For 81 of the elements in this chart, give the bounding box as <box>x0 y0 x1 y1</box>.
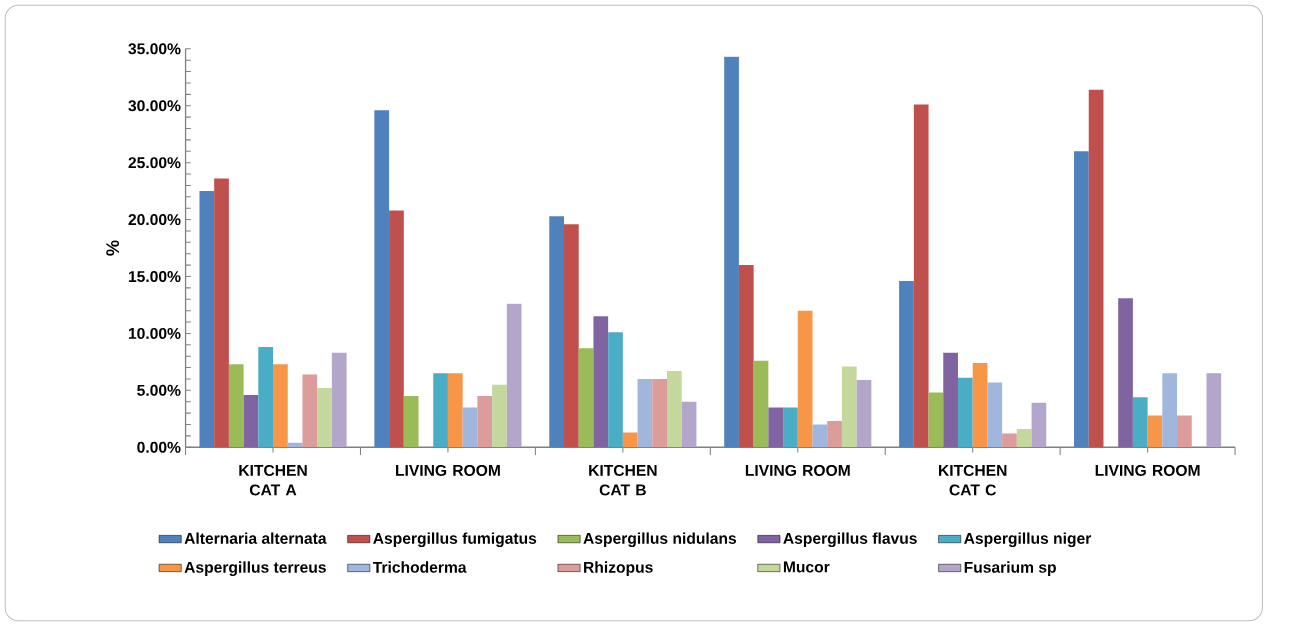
x-tick-label: KITCHEN CAT B <box>589 464 657 496</box>
legend-label: Aspergillus terreus <box>184 561 326 576</box>
bar <box>681 401 697 448</box>
bar <box>1118 298 1133 448</box>
bar <box>462 407 478 448</box>
y-tick-label: 15.00% <box>128 270 181 283</box>
bar <box>564 224 579 448</box>
bar <box>827 421 842 448</box>
bar <box>913 104 929 448</box>
bar <box>1002 433 1017 448</box>
bar <box>753 360 769 448</box>
bar <box>1132 397 1148 448</box>
y-tick-label: 30.00% <box>128 100 181 112</box>
bar <box>273 364 288 448</box>
bar <box>1074 151 1089 448</box>
y-tick-label: 0.00% <box>137 441 181 453</box>
bar <box>258 347 274 448</box>
bar <box>593 316 609 448</box>
y-tick-label: 25.00% <box>128 157 181 169</box>
bar <box>477 396 493 448</box>
bar <box>943 352 958 448</box>
bar <box>1031 402 1047 448</box>
bar <box>812 424 828 448</box>
bar <box>228 364 244 448</box>
y-tick-label: 5.00% <box>137 384 181 396</box>
legend-label: Aspergillus nidulans <box>583 532 737 548</box>
bar <box>1088 89 1104 448</box>
bar <box>1162 373 1178 448</box>
bar <box>783 407 798 448</box>
bar <box>841 366 857 448</box>
bar <box>987 382 1003 448</box>
x-tick-label: KITCHEN CAT C <box>939 464 1007 496</box>
bar <box>549 216 565 448</box>
bar <box>331 352 347 448</box>
bar <box>578 348 594 448</box>
bar <box>302 374 318 448</box>
bar <box>637 378 653 448</box>
bar <box>972 363 988 448</box>
bar <box>928 392 944 448</box>
bar <box>243 394 259 448</box>
bar <box>317 388 332 448</box>
bar <box>724 56 739 448</box>
bar <box>506 303 522 448</box>
bar <box>214 178 229 448</box>
legend-label: Trichoderma <box>372 561 467 573</box>
y-tick-label: 20.00% <box>128 214 181 226</box>
y-tick-label: 10.00% <box>128 327 181 339</box>
legend-label: Alternaria alternata <box>184 532 327 544</box>
bar <box>856 380 872 448</box>
bar <box>199 191 215 448</box>
bar <box>389 210 404 448</box>
bar <box>1147 415 1163 448</box>
bar <box>1206 373 1222 448</box>
legend-label: Aspergillus niger <box>964 532 1092 548</box>
bar <box>738 265 754 448</box>
bar <box>403 396 419 448</box>
bar <box>622 432 638 448</box>
legend-label: Fusarium sp <box>964 561 1056 576</box>
bar <box>797 310 813 448</box>
legend-label: Aspergillus flavus <box>783 532 917 548</box>
x-tick-label: LIVING ROOM <box>1095 464 1200 476</box>
y-tick-label: 35.00% <box>128 43 181 55</box>
bar <box>492 384 507 448</box>
x-tick-label: LIVING ROOM <box>745 464 850 476</box>
legend-label: Aspergillus fumigatus <box>373 532 537 548</box>
bar <box>652 378 667 448</box>
bar <box>899 281 914 448</box>
bar <box>433 373 448 448</box>
bar <box>667 370 682 448</box>
bar <box>1177 415 1192 448</box>
bar <box>1016 429 1032 448</box>
legend-label: Rhizopus <box>584 561 653 576</box>
bar <box>374 110 390 448</box>
y-axis-title: % <box>106 240 120 256</box>
bar <box>957 377 973 448</box>
x-tick-label: LIVING ROOM <box>396 464 500 476</box>
x-tick-label: KITCHEN CAT A <box>239 464 307 496</box>
bar <box>768 407 784 448</box>
bar <box>608 332 623 448</box>
bar <box>447 373 463 448</box>
legend-label: Mucor <box>783 561 830 573</box>
